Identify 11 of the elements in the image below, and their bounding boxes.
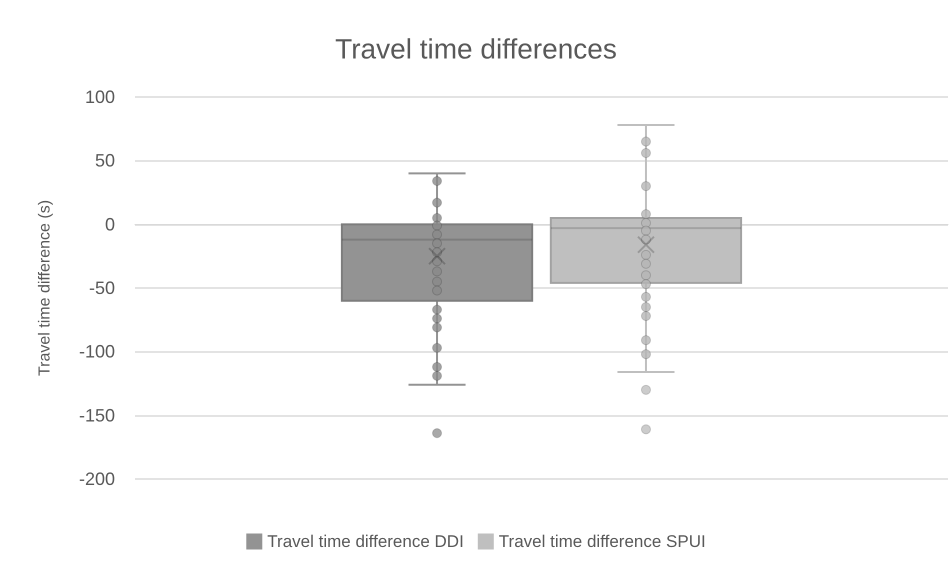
legend-label: Travel time difference DDI — [267, 532, 464, 551]
chart-title: Travel time differences — [335, 34, 617, 64]
y-tick-label: -100 — [78, 342, 115, 362]
y-tick-label: -50 — [88, 278, 115, 298]
y-axis-title: Travel time difference (s) — [36, 200, 54, 376]
y-tick-label: -150 — [78, 405, 115, 426]
y-tick-label: -200 — [78, 469, 115, 489]
legend-label: Travel time difference SPUI — [498, 532, 706, 551]
y-tick-label: 50 — [94, 150, 115, 171]
y-tick-label: 0 — [104, 214, 115, 234]
y-tick-label: 100 — [84, 87, 115, 107]
